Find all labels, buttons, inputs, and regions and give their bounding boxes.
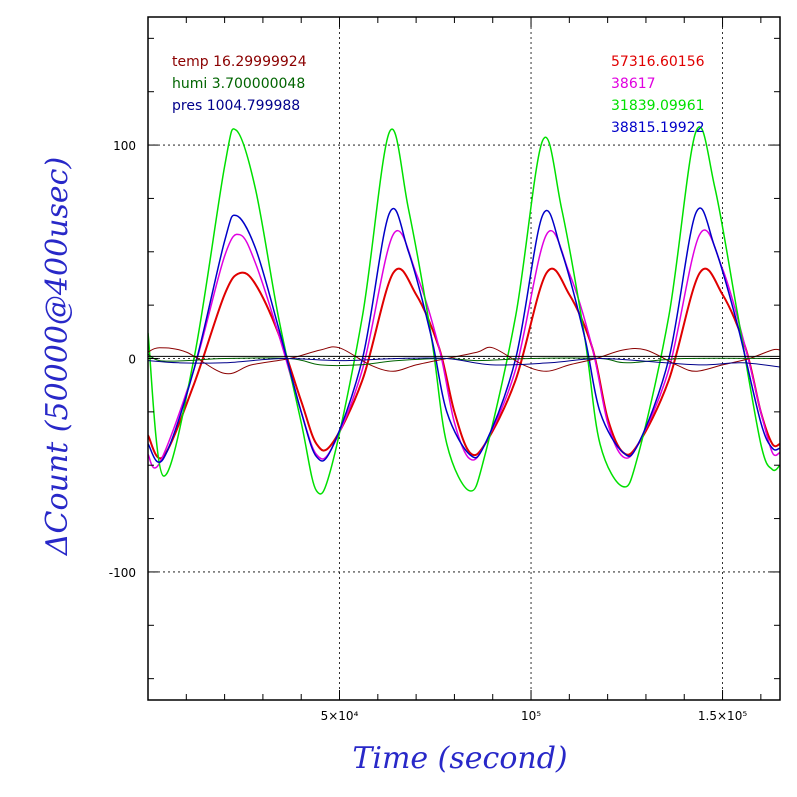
tick-labels: 5×10⁴ 10⁵ 1.5×10⁵ 100 0 -100 <box>109 139 748 723</box>
series-line-4 <box>148 346 780 375</box>
legend-entry-left: pres 1004.799988 <box>172 98 300 114</box>
x-axis-title: Time (second) <box>352 741 567 776</box>
legend-entry-left: temp 16.29999924 <box>172 54 307 70</box>
x-tick-label: 10⁵ <box>521 709 541 723</box>
x-tick-label: 5×10⁴ <box>321 709 359 723</box>
series-line-2 <box>148 126 780 495</box>
series-line-0 <box>148 267 780 460</box>
series-line-1 <box>148 229 780 469</box>
y-tick-label: 0 <box>128 353 136 367</box>
legend-entry-right: 57316.60156 <box>611 54 705 70</box>
y-tick-label: 100 <box>113 139 136 153</box>
x-tick-label: 1.5×10⁵ <box>698 709 747 723</box>
series-line-5 <box>148 353 780 367</box>
legend: temp 16.29999924 humi 3.700000048 pres 100… <box>172 54 705 136</box>
y-axis-title: ΔCount (50000@400usec) <box>40 157 75 556</box>
y-tick-label: -100 <box>109 566 136 580</box>
series-line-3 <box>148 207 780 463</box>
plot-frame <box>147 16 781 701</box>
series-line-6 <box>148 357 780 368</box>
legend-entry-right: 31839.09961 <box>611 98 705 114</box>
axis-ticks <box>148 17 780 700</box>
series-layer <box>148 126 780 495</box>
legend-entry-right: 38815.19922 <box>611 120 705 136</box>
legend-entry-right: 38617 <box>611 76 656 92</box>
legend-entry-left: humi 3.700000048 <box>172 76 305 92</box>
